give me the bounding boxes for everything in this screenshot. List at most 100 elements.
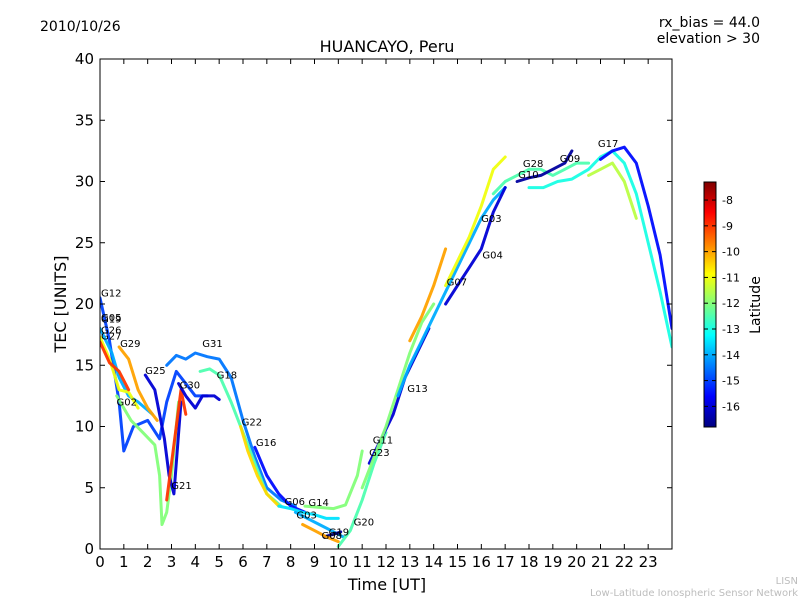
series-g22-trace bbox=[239, 425, 281, 508]
x-tick-label: 12 bbox=[376, 553, 395, 571]
satellite-label-g19: G19 bbox=[329, 528, 349, 539]
y-tick-label: 40 bbox=[75, 50, 94, 68]
series-g21-trace bbox=[165, 388, 188, 502]
x-tick-label: 4 bbox=[191, 553, 201, 571]
series-g28-trace bbox=[491, 161, 591, 196]
satellite-label-g13: G13 bbox=[407, 384, 427, 395]
colorbar-tick-label: -8 bbox=[722, 194, 733, 207]
satellite-label-g20: G20 bbox=[354, 518, 374, 529]
satellite-label-g10: G10 bbox=[518, 170, 538, 181]
series-g05-trace bbox=[100, 327, 154, 416]
x-tick-label: 14 bbox=[424, 553, 443, 571]
y-axis-label: TEC [UNITS] bbox=[51, 256, 70, 354]
y-tick-label: 30 bbox=[75, 173, 94, 191]
x-tick-label: 10 bbox=[329, 553, 348, 571]
satellite-label-g08: G08 bbox=[321, 531, 341, 542]
satellite-label-g27: G27 bbox=[101, 332, 121, 343]
satellite-labels: G12G05G19G26G27G29G02G25G30G21G31G18G22G… bbox=[101, 139, 618, 542]
x-tick-label: 8 bbox=[286, 553, 296, 571]
colorbar-ticks: -8 -9 -10 -11 -12 -13 -14 -15 -16 bbox=[704, 194, 740, 413]
series-g31-trace bbox=[165, 351, 297, 508]
satellite-label-g12: G12 bbox=[101, 289, 121, 300]
x-tick-label: 1 bbox=[119, 553, 129, 571]
satellite-label-g21: G21 bbox=[171, 481, 191, 492]
colorbar-tick-label: -13 bbox=[722, 323, 740, 336]
colorbar-tick-label: -16 bbox=[722, 400, 740, 413]
credit-short: LISN bbox=[775, 576, 798, 587]
series-g06-trace bbox=[277, 504, 340, 520]
series-g23-trace bbox=[360, 302, 436, 490]
x-tick-label: 15 bbox=[448, 553, 467, 571]
colorbar-tick-label: -12 bbox=[722, 297, 740, 310]
satellite-label-g18: G18 bbox=[217, 371, 237, 382]
series-g29-trace bbox=[117, 345, 159, 422]
series-g25-trace bbox=[143, 373, 183, 496]
credit-long: Low-Latitude Ionospheric Sensor Network bbox=[590, 588, 798, 599]
y-tick-label: 25 bbox=[75, 234, 94, 252]
x-tick-label: 22 bbox=[615, 553, 634, 571]
colorbar-tick-label: -15 bbox=[722, 375, 740, 388]
series-g09-trace bbox=[527, 149, 672, 349]
satellite-label-g19: G19 bbox=[101, 314, 121, 325]
satellite-label-g25: G25 bbox=[145, 366, 165, 377]
series-g17-trace bbox=[587, 161, 638, 220]
x-tick-label: 18 bbox=[519, 553, 538, 571]
series-g04-trace bbox=[444, 186, 507, 306]
satellite-label-g03: G03 bbox=[296, 510, 316, 521]
satellite-label-g29: G29 bbox=[120, 339, 140, 350]
x-tick-label: 3 bbox=[167, 553, 177, 571]
x-axis-label: Time [UT] bbox=[347, 575, 426, 594]
satellite-label-g11: G11 bbox=[373, 436, 393, 447]
elevation-label: elevation > 30 bbox=[657, 31, 760, 47]
series-g30-trace bbox=[177, 382, 221, 410]
series-g17b-trace bbox=[599, 145, 672, 330]
colorbar-tick-label: -14 bbox=[722, 349, 740, 362]
series-g20-trace bbox=[336, 431, 388, 548]
chart-title: HUANCAYO, Peru bbox=[320, 37, 455, 56]
satellite-label-g05: G05 bbox=[101, 313, 121, 324]
y-tick-label: 5 bbox=[84, 479, 94, 497]
satellite-label-g28: G28 bbox=[523, 159, 543, 170]
satellite-label-g06: G06 bbox=[285, 497, 305, 508]
x-tick-label: 13 bbox=[400, 553, 419, 571]
colorbar-tick-label: -11 bbox=[722, 271, 740, 284]
x-tick-label: 5 bbox=[214, 553, 224, 571]
satellite-label-g14: G14 bbox=[308, 498, 328, 509]
satellite-label-g17: G17 bbox=[598, 139, 618, 150]
y-tick-label: 10 bbox=[75, 418, 94, 436]
satellite-label-g31: G31 bbox=[202, 339, 222, 350]
y-tick-label: 15 bbox=[75, 356, 94, 374]
plot-frame bbox=[99, 58, 673, 550]
satellite-label-g16: G16 bbox=[256, 438, 276, 449]
series-g16-trace bbox=[253, 445, 307, 514]
rx-bias-label: rx_bias = 44.0 bbox=[659, 15, 760, 31]
date-label: 2010/10/26 bbox=[40, 19, 121, 35]
x-tick-label: 6 bbox=[238, 553, 248, 571]
colorbar-label: Latitude bbox=[748, 276, 764, 334]
x-tick-label: 23 bbox=[639, 553, 658, 571]
colorbar-tick-label: -9 bbox=[722, 220, 733, 233]
series-g02-trace bbox=[115, 394, 181, 526]
series-g27-trace bbox=[100, 340, 131, 392]
x-tick-label: 16 bbox=[472, 553, 491, 571]
series-g26-trace bbox=[100, 335, 140, 410]
y-tick-label: 20 bbox=[75, 295, 94, 313]
series-g08-trace bbox=[301, 523, 340, 544]
x-tick-label: 20 bbox=[567, 553, 586, 571]
satellite-label-g07: G07 bbox=[447, 278, 467, 289]
x-tick-label: 0 bbox=[95, 553, 105, 571]
x-tick-label: 9 bbox=[310, 553, 320, 571]
series-layer bbox=[100, 145, 672, 548]
x-tick-label: 17 bbox=[496, 553, 515, 571]
satellite-label-g02: G02 bbox=[116, 398, 136, 409]
satellite-label-g23: G23 bbox=[369, 448, 389, 459]
y-tick-label: 35 bbox=[75, 111, 94, 129]
series-g13-trace bbox=[396, 186, 507, 398]
satellite-label-g30: G30 bbox=[180, 381, 200, 392]
x-tick-label: 7 bbox=[262, 553, 272, 571]
x-axis: 0 1 2 3 4 5 6 7 8 9 10 11 12 13 14 15 16 17 18 19 20 21 22 23 bbox=[95, 59, 658, 571]
satellite-label-g03: G03 bbox=[481, 214, 501, 225]
satellite-label-g04: G04 bbox=[482, 251, 502, 262]
series-g03b-trace bbox=[444, 155, 507, 288]
satellite-label-g09: G09 bbox=[560, 154, 580, 165]
